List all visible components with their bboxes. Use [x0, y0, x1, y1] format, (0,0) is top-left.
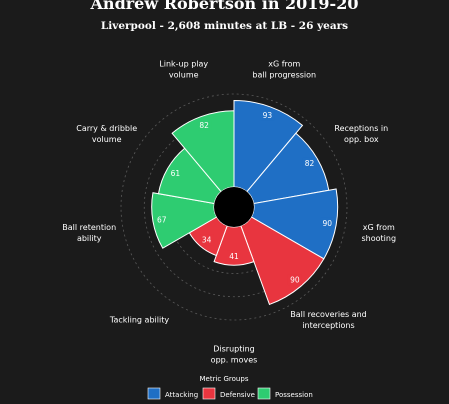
- metric-label: Carry & dribble volume: [76, 124, 137, 144]
- value-badge: [320, 217, 335, 229]
- center-hole: [214, 187, 254, 227]
- value-badge: [260, 109, 275, 121]
- legend-swatch: [147, 387, 161, 400]
- legend-swatch: [257, 387, 271, 400]
- value-label: 67: [157, 216, 167, 225]
- metric-label: Ball recoveries and interceptions: [290, 310, 367, 330]
- value-badge: [197, 119, 212, 131]
- value-badge: [227, 250, 241, 262]
- value-label: 34: [202, 235, 212, 244]
- metric-label: Tackling ability: [109, 316, 169, 325]
- value-badge: [154, 214, 169, 226]
- value-badge: [302, 157, 317, 169]
- legend-label: Possession: [275, 391, 313, 399]
- legend-label: Defensive: [220, 391, 255, 399]
- value-label: 90: [322, 219, 332, 228]
- grid-ring: [120, 93, 348, 321]
- value-label: 93: [263, 111, 273, 120]
- metric-label: Receptions in opp. box: [334, 124, 388, 144]
- metric-label: xG from shooting: [361, 223, 396, 243]
- bar-possession: [151, 192, 218, 249]
- metric-labels: xG from ball progression Receptions in opp.…: [62, 59, 396, 364]
- legend-swatch: [202, 387, 216, 400]
- chart-center: [214, 187, 254, 227]
- bar-possession: [157, 147, 222, 205]
- value-label: 82: [199, 121, 209, 130]
- value-badge: [287, 274, 302, 286]
- chart-title: Andrew Robertson in 2019-20: [90, 0, 359, 13]
- value-labels: 93 82 90 90 41 34 67 61 82: [154, 109, 335, 286]
- legend-title: Metric Groups: [200, 375, 249, 383]
- metric-label: Ball retention ability: [62, 223, 116, 243]
- value-label: 41: [229, 252, 239, 261]
- legend-label: Attacking: [165, 391, 198, 399]
- metric-label: xG from ball progression: [252, 59, 316, 79]
- chart-subtitle: Liverpool - 2,608 minutes at LB - 26 yea…: [100, 20, 349, 32]
- metric-label: Link-up play volume: [159, 59, 208, 79]
- chart-bars: [151, 100, 339, 306]
- value-badge: [199, 234, 214, 246]
- metric-label: Disrupting opp. moves: [211, 345, 258, 365]
- value-label: 61: [171, 169, 181, 178]
- value-label: 90: [290, 275, 300, 284]
- value-badge: [168, 167, 183, 179]
- value-label: 82: [305, 159, 315, 168]
